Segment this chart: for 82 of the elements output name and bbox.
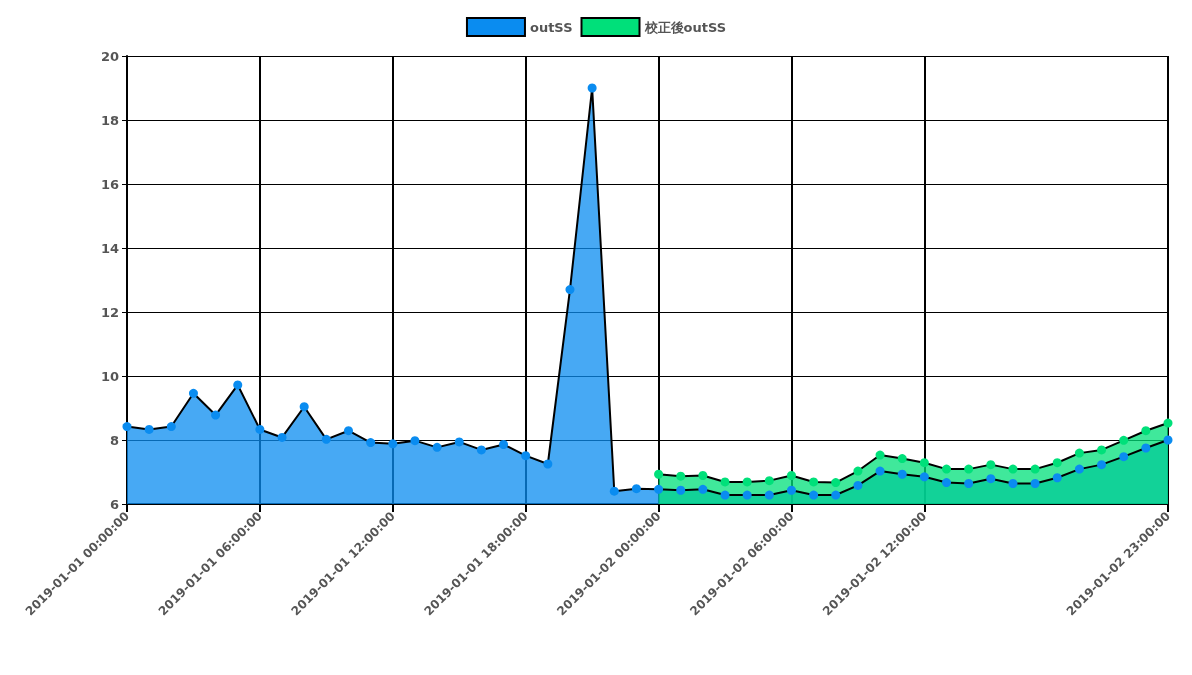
point bbox=[1119, 452, 1129, 462]
point bbox=[720, 490, 730, 500]
y-tick-label: 20 bbox=[100, 48, 119, 64]
point bbox=[698, 471, 708, 481]
point bbox=[831, 490, 841, 500]
y-tick-label: 8 bbox=[109, 432, 119, 448]
point bbox=[676, 485, 686, 495]
point bbox=[321, 434, 331, 444]
point bbox=[875, 450, 885, 460]
point bbox=[476, 445, 486, 455]
point bbox=[786, 471, 796, 481]
point bbox=[1163, 418, 1173, 428]
point bbox=[1074, 464, 1084, 474]
point bbox=[831, 478, 841, 488]
y-tick-label: 12 bbox=[100, 304, 119, 320]
point bbox=[764, 490, 774, 500]
point bbox=[742, 490, 752, 500]
point bbox=[654, 484, 664, 494]
point bbox=[897, 469, 907, 479]
point bbox=[786, 485, 796, 495]
legend-label: outSS bbox=[529, 19, 573, 35]
point bbox=[809, 477, 819, 487]
point bbox=[188, 388, 198, 398]
point bbox=[986, 460, 996, 470]
point bbox=[1141, 426, 1151, 436]
point bbox=[1163, 435, 1173, 445]
point bbox=[388, 439, 398, 449]
point bbox=[631, 484, 641, 494]
point bbox=[698, 484, 708, 494]
point bbox=[742, 477, 752, 487]
y-tick-label: 16 bbox=[100, 176, 119, 192]
point bbox=[299, 402, 309, 412]
point bbox=[919, 458, 929, 468]
point bbox=[1052, 473, 1062, 483]
point bbox=[565, 285, 575, 295]
point bbox=[1030, 479, 1040, 489]
point bbox=[809, 490, 819, 500]
y-tick-label: 18 bbox=[100, 112, 119, 128]
point bbox=[1097, 445, 1107, 455]
point bbox=[1008, 479, 1018, 489]
point bbox=[454, 437, 464, 447]
point bbox=[764, 476, 774, 486]
y-tick-label: 6 bbox=[109, 496, 119, 512]
point bbox=[1052, 458, 1062, 468]
point bbox=[853, 466, 863, 476]
point bbox=[986, 474, 996, 484]
legend-label: 校正後outSS bbox=[643, 19, 727, 35]
point bbox=[897, 454, 907, 464]
point bbox=[255, 424, 265, 434]
point bbox=[609, 486, 619, 496]
point bbox=[964, 464, 974, 474]
point bbox=[277, 432, 287, 442]
point bbox=[964, 479, 974, 489]
point bbox=[543, 459, 553, 469]
point bbox=[720, 477, 730, 487]
point bbox=[1097, 460, 1107, 470]
point bbox=[942, 478, 952, 488]
point bbox=[432, 442, 442, 452]
point bbox=[1141, 443, 1151, 453]
point bbox=[344, 426, 353, 436]
point bbox=[942, 464, 952, 474]
point bbox=[211, 410, 221, 420]
point bbox=[122, 422, 132, 432]
point bbox=[587, 83, 597, 93]
point bbox=[875, 466, 885, 476]
point bbox=[499, 439, 509, 449]
point bbox=[233, 380, 243, 390]
point bbox=[919, 472, 929, 482]
point bbox=[166, 422, 176, 432]
point bbox=[676, 471, 686, 481]
y-tick-label: 14 bbox=[100, 240, 119, 256]
y-tick-label: 10 bbox=[100, 368, 119, 384]
point bbox=[410, 436, 420, 446]
point bbox=[1074, 448, 1084, 458]
point bbox=[1030, 464, 1040, 474]
point bbox=[1008, 464, 1018, 474]
point bbox=[654, 469, 664, 479]
point bbox=[1119, 435, 1129, 445]
point bbox=[521, 451, 531, 461]
point bbox=[366, 438, 376, 448]
point bbox=[853, 480, 863, 490]
point bbox=[144, 424, 154, 434]
